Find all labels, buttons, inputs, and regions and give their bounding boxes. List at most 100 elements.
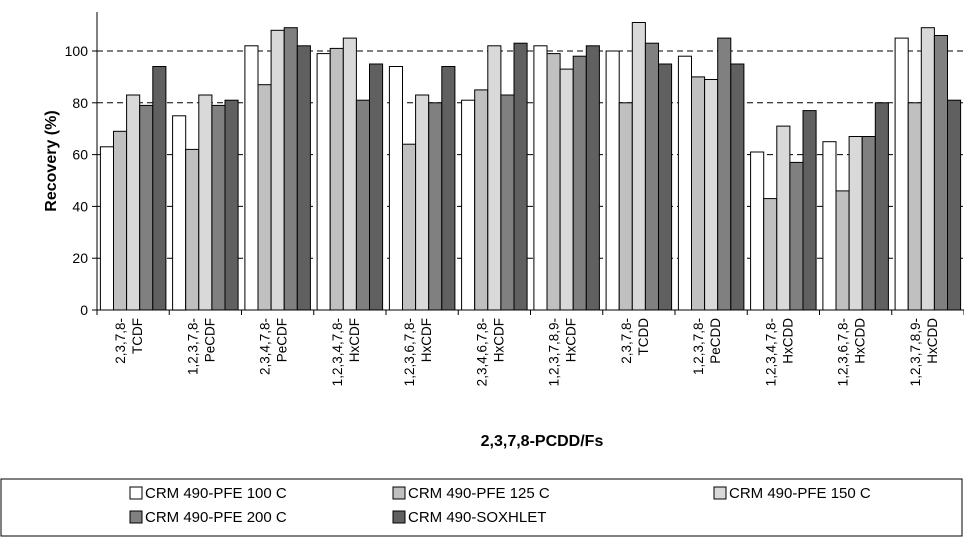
bar: [474, 89, 489, 311]
bar: [861, 136, 876, 311]
bar: [691, 76, 706, 311]
legend-label: CRM 490-PFE 125 C: [408, 485, 550, 502]
legend: CRM 490-PFE 100 C CRM 490-PFE 125 C CRM 49…: [0, 478, 963, 537]
bar: [224, 99, 239, 311]
y-tick-label: 0: [80, 302, 88, 318]
bars: [99, 22, 962, 311]
x-tick-label: HxCDD: [853, 318, 868, 364]
bar: [198, 94, 213, 311]
bar: [296, 45, 311, 311]
bar: [355, 99, 370, 311]
x-tick-label: PeCDD: [708, 318, 723, 364]
x-tick-label: 1,2,3,6,7,8-: [402, 318, 417, 386]
x-tick-label: 1,2,3,4,7,8-: [330, 318, 345, 386]
bar: [835, 190, 850, 311]
y-tick-label: 20: [72, 250, 88, 266]
bar: [933, 35, 949, 311]
x-tick-label: HxCDF: [347, 318, 362, 362]
x-tick-label: HxCDF: [564, 318, 579, 362]
bar: [894, 37, 909, 311]
bar: [677, 55, 693, 311]
bar: [704, 79, 719, 311]
bar: [342, 37, 357, 311]
bar: [802, 110, 817, 311]
bar: [500, 94, 515, 311]
bar: [369, 63, 384, 311]
bar: [428, 102, 443, 311]
legend-swatch: [392, 486, 406, 500]
bar: [763, 198, 778, 311]
bar: [402, 143, 417, 311]
y-tick-label: 100: [65, 43, 89, 59]
bar: [257, 84, 272, 311]
bar: [572, 55, 587, 311]
x-tick-label: HxCDF: [491, 318, 506, 362]
x-tick-label: 1,2,3,7,8,9-: [908, 318, 923, 386]
legend-swatch: [129, 510, 143, 524]
bar: [99, 146, 115, 311]
y-tick-labels: 0 20 40 60 80 100: [65, 43, 89, 318]
x-tick-label: TCDD: [636, 318, 651, 356]
bar: [329, 47, 344, 311]
legend-label: CRM 490-SOXHLET: [408, 509, 546, 526]
bar: [658, 63, 673, 311]
x-tick-label: 2,3,7,8-: [113, 318, 128, 364]
x-tick-label: 2,3,7,8-: [619, 318, 634, 364]
bar: [126, 94, 141, 311]
x-tick-label: PeCDF: [275, 318, 290, 362]
bar: [513, 42, 528, 311]
bar: [559, 68, 574, 311]
bar: [730, 63, 745, 311]
bar: [415, 94, 430, 311]
bar: [585, 45, 600, 311]
bar: [316, 53, 331, 311]
x-tick-label: 1,2,3,6,7,8-: [836, 318, 851, 386]
bar: [546, 53, 561, 311]
bar: [441, 66, 456, 311]
x-tick-label: 1,2,3,4,7,8-: [763, 318, 778, 386]
x-tick-label: 1,2,3,7,8-: [691, 318, 706, 375]
legend-label: CRM 490-PFE 200 C: [145, 509, 287, 526]
bar: [172, 115, 187, 311]
x-tick-label: TCDF: [130, 318, 145, 354]
x-tick-label: HxCDF: [419, 318, 434, 362]
bar: [152, 66, 167, 311]
legend-label: CRM 490-PFE 150 C: [729, 485, 871, 502]
y-tick-label: 40: [72, 198, 88, 214]
bar: [487, 45, 502, 311]
x-tick-labels: 2,3,7,8- TCDF 1,2,3,7,8- PeCDF 2,3,4,7,8- PeC…: [113, 318, 940, 387]
bar: [139, 104, 154, 311]
legend-swatch: [713, 486, 727, 500]
bar: [822, 141, 837, 311]
legend-swatch: [392, 510, 406, 524]
bar: [907, 102, 922, 311]
bar: [874, 102, 889, 311]
bar: [776, 125, 791, 311]
x-tick-label: PeCDF: [202, 318, 217, 362]
legend-swatch: [129, 486, 143, 500]
bar: [283, 27, 298, 311]
bar: [789, 161, 804, 311]
bar: [605, 50, 620, 311]
bar: [185, 148, 200, 311]
bar: [717, 37, 732, 311]
bar: [461, 99, 476, 311]
bar: [644, 42, 660, 311]
x-tick-label: 2,3,4,7,8-: [258, 318, 273, 375]
bar: [631, 22, 646, 311]
y-tick-label: 60: [72, 147, 88, 163]
bar: [388, 66, 403, 311]
bar: [211, 104, 226, 311]
bar: [533, 45, 548, 311]
bar: [618, 102, 633, 311]
bar: [848, 136, 863, 311]
y-tick-label: 80: [72, 95, 88, 111]
bar: [270, 29, 285, 311]
bar: [244, 45, 259, 311]
x-tick-label: 2,3,4,6,7,8-: [474, 318, 489, 386]
y-axis-title: Recovery (%): [43, 110, 60, 211]
bar: [750, 151, 765, 311]
x-tick-label: HxCDD: [925, 318, 940, 364]
